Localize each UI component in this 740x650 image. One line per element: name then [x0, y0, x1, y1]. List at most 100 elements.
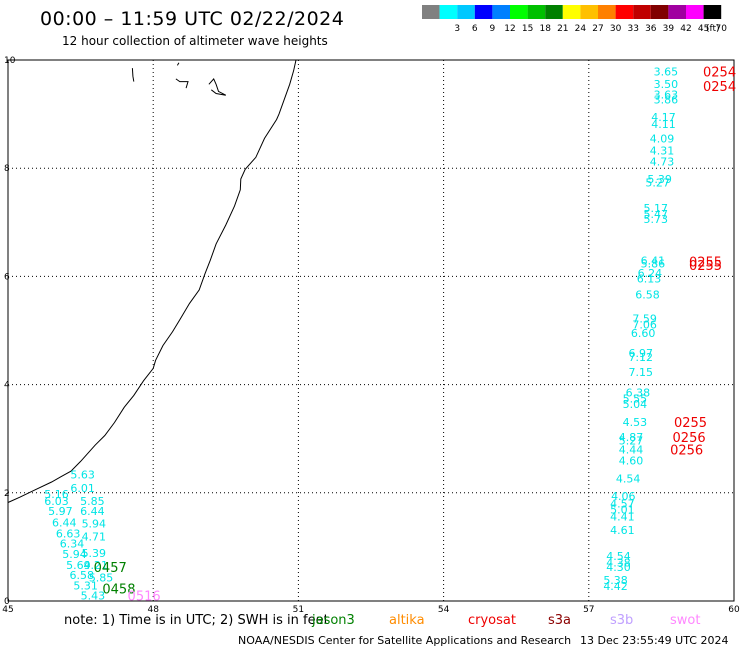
swh-label: 5.27 — [645, 176, 670, 189]
swh-label: 6.03 — [44, 495, 69, 508]
swh-label: 5.38 — [603, 574, 628, 587]
swh-label: 4.30 — [606, 561, 631, 574]
satellite-altika: altika — [389, 613, 425, 628]
swh-label: 4.41 — [610, 511, 635, 524]
legend-unit: (ft) — [706, 24, 720, 34]
swh-label: 6.60 — [631, 327, 656, 340]
swh-label: 4.71 — [82, 531, 107, 544]
legend-swatch — [422, 5, 440, 19]
legend-label: 33 — [627, 24, 638, 34]
swh-label: 4.54 — [606, 550, 631, 563]
swh-label: 5.94 — [62, 548, 87, 561]
swh-label: 5.43 — [81, 590, 106, 603]
swh-label: 4.09 — [650, 132, 675, 145]
legend-label: 36 — [645, 24, 657, 34]
swh-label: 5.85 — [80, 495, 105, 508]
swh-label: 3.50 — [654, 78, 679, 91]
island-outline — [175, 78, 189, 89]
legend-swatch — [439, 5, 458, 19]
swh-label: 5.73 — [643, 213, 668, 226]
swh-label: 5.85 — [89, 572, 114, 585]
legend-swatch — [457, 5, 475, 19]
swh-label: 7.15 — [628, 366, 653, 379]
pass-time-label: 0458 — [102, 583, 135, 598]
legend-swatch — [650, 5, 669, 19]
generated-timestamp: 13 Dec 23:55:49 UTC 2024 — [580, 634, 729, 647]
graticule — [8, 60, 734, 601]
legend-label: 21 — [557, 24, 568, 34]
swh-label: 5.55 — [623, 393, 648, 406]
lon-tick-label: 48 — [147, 605, 159, 615]
legend-label: 3 — [454, 24, 460, 34]
swh-label: 5.17 — [643, 202, 668, 215]
lat-tick-label: 10 — [4, 56, 16, 66]
swh-label: 4.21 — [84, 559, 109, 572]
coastline-path — [7, 59, 297, 503]
swh-label: 3.86 — [654, 93, 679, 106]
lat-tick-label: 6 — [4, 272, 10, 282]
map-subtitle: 12 hour collection of altimeter wave hei… — [62, 34, 328, 48]
swh-label: 4.17 — [651, 111, 676, 124]
swh-label: 4.61 — [610, 524, 635, 537]
pass-time-label: 0457 — [94, 561, 127, 576]
swh-label: 4.06 — [611, 490, 636, 503]
swh-label: 6.58 — [635, 288, 660, 301]
swh-label: 6.38 — [626, 387, 651, 400]
swh-label: 6.63 — [56, 527, 81, 540]
pass-time-label: 0256 — [670, 444, 703, 459]
swh-label: 5.97 — [48, 505, 72, 518]
swh-label: 4.73 — [650, 156, 675, 169]
swh-label: 5.27 — [619, 434, 644, 447]
swh-label: 6.13 — [637, 273, 662, 286]
swh-label: 6.97 — [628, 347, 653, 360]
legend-swatch — [510, 5, 528, 19]
swh-label: 4.44 — [619, 444, 644, 457]
altimeter-track-labels: 5.636.015.166.03 5.855.97 6.446.44 5.946.63… — [44, 65, 736, 604]
legend-label: 24 — [575, 24, 587, 34]
coastline — [7, 59, 297, 503]
swh-label: 5.94 — [82, 518, 107, 531]
swh-label: 7.12 — [628, 351, 653, 364]
swh-label: 5.63 — [70, 468, 95, 481]
lon-tick-label: 60 — [728, 605, 740, 615]
footer-note: note: 1) Time is in UTC; 2) SWH is in fe… — [64, 613, 329, 628]
legend-swatch — [474, 5, 493, 19]
swh-label: 3.65 — [654, 65, 679, 78]
lon-tick-label: 51 — [293, 605, 304, 615]
color-legend: 3 6 9 12 15 18 21 24 27 30 33 36 39 42 45 70(ft) — [422, 5, 727, 34]
swh-label: 5.69 — [66, 559, 91, 572]
legend-label: 6 — [472, 24, 478, 34]
legend-swatch — [545, 5, 563, 19]
swh-label: 5.39 — [647, 173, 672, 186]
legend-label: 18 — [539, 24, 551, 34]
legend-swatch — [668, 5, 686, 19]
lat-tick-label: 4 — [4, 381, 10, 391]
legend-swatch — [580, 5, 598, 19]
swh-label: 5.39 — [82, 547, 107, 560]
swh-label: 4.57 — [610, 498, 635, 511]
island-outline — [208, 77, 227, 96]
satellite-cryosat: cryosat — [468, 613, 516, 628]
swh-label: 6.44 — [52, 517, 77, 530]
swh-label: 6.34 — [60, 538, 84, 551]
swh-label: 4.42 — [603, 580, 628, 593]
legend-swatch — [633, 5, 651, 19]
lon-tick-label: 57 — [583, 605, 594, 615]
satellite-s3b: s3b — [610, 613, 634, 628]
legend-label: 12 — [504, 24, 515, 34]
swh-label: 5.31 — [73, 579, 98, 592]
swh-label: 7.59 — [632, 313, 657, 326]
legend-label: 42 — [680, 24, 691, 34]
swh-label: 6.58 — [69, 569, 94, 582]
map-title: 00:00 – 11:59 UTC 02/22/2024 — [40, 8, 345, 30]
pass-time-label: 0254 — [703, 65, 736, 80]
swh-label: 5.16 — [44, 488, 69, 501]
legend-label: 45 — [698, 24, 709, 34]
swh-label: 6.24 — [638, 267, 663, 280]
lat-tick-label: 2 — [4, 489, 10, 499]
swh-label: 6.41 — [641, 255, 666, 268]
map-frame — [7, 59, 735, 602]
swh-label: 4.31 — [650, 144, 675, 157]
swh-label: 3.63 — [654, 89, 679, 102]
